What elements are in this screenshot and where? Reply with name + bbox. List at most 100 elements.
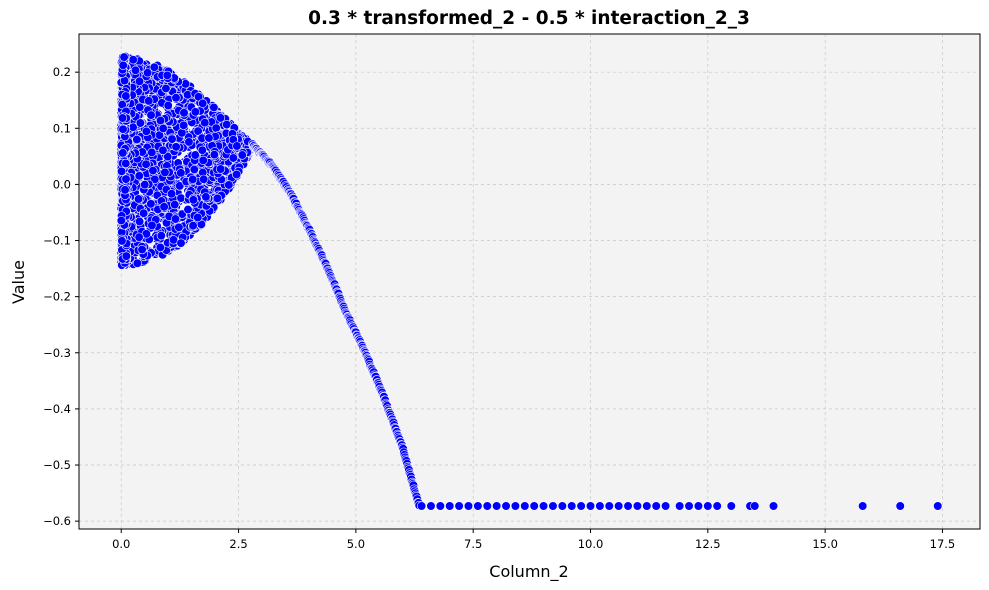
data-point bbox=[166, 189, 177, 199]
data-point bbox=[171, 142, 181, 152]
data-point bbox=[211, 123, 221, 133]
data-point bbox=[199, 174, 209, 184]
data-point bbox=[118, 124, 128, 134]
data-point bbox=[171, 93, 181, 103]
data-point bbox=[147, 220, 157, 230]
data-point bbox=[193, 92, 204, 102]
data-point bbox=[675, 501, 685, 511]
data-point bbox=[224, 180, 234, 190]
data-point bbox=[156, 231, 166, 241]
data-point bbox=[595, 501, 605, 511]
data-point bbox=[183, 204, 193, 215]
data-point bbox=[231, 169, 242, 180]
data-point bbox=[118, 148, 128, 158]
data-point bbox=[642, 501, 652, 511]
data-point bbox=[143, 68, 153, 78]
data-point bbox=[933, 501, 943, 511]
x-tick-label: 17.5 bbox=[930, 537, 956, 551]
data-point bbox=[604, 501, 614, 511]
data-point bbox=[146, 110, 156, 120]
data-point bbox=[445, 501, 455, 511]
chart-title: 0.3 * transformed_2 - 0.5 * interaction_… bbox=[308, 8, 750, 29]
data-point bbox=[463, 501, 474, 511]
data-point bbox=[120, 185, 130, 195]
data-point bbox=[150, 174, 160, 184]
data-point bbox=[684, 501, 694, 511]
data-point bbox=[170, 200, 180, 210]
data-point bbox=[158, 145, 168, 155]
data-point bbox=[567, 501, 577, 511]
y-tick-label: 0.0 bbox=[53, 177, 71, 191]
data-point bbox=[139, 208, 149, 218]
x-tick-label: 2.5 bbox=[229, 537, 247, 551]
data-point bbox=[179, 120, 189, 130]
data-point bbox=[149, 62, 159, 72]
data-point bbox=[189, 164, 199, 175]
data-point bbox=[209, 102, 219, 113]
data-point bbox=[201, 192, 211, 202]
data-point bbox=[141, 126, 151, 136]
data-point bbox=[179, 108, 189, 118]
data-point bbox=[204, 133, 214, 143]
data-point bbox=[160, 167, 170, 177]
data-point bbox=[501, 501, 511, 511]
data-point bbox=[121, 251, 131, 261]
data-point bbox=[482, 501, 492, 511]
data-point bbox=[416, 501, 427, 511]
data-point bbox=[134, 232, 144, 242]
data-point bbox=[614, 501, 624, 511]
data-point bbox=[158, 123, 168, 134]
y-tick-label: −0.6 bbox=[43, 514, 71, 528]
y-axis-ticks: −0.6 −0.5 −0.4 −0.3 −0.2 −0.1 0.0 0.1 0.2 bbox=[43, 65, 79, 528]
data-point bbox=[232, 141, 242, 151]
data-point bbox=[135, 102, 145, 112]
data-point bbox=[144, 96, 154, 106]
data-point bbox=[190, 150, 200, 160]
data-point bbox=[703, 501, 713, 511]
data-point bbox=[147, 147, 157, 157]
data-point bbox=[193, 212, 203, 223]
data-point bbox=[454, 501, 464, 511]
data-point bbox=[176, 238, 186, 248]
data-point bbox=[660, 501, 671, 511]
data-point bbox=[190, 107, 201, 117]
data-point bbox=[177, 128, 187, 138]
data-point bbox=[176, 193, 186, 203]
data-point bbox=[175, 181, 185, 191]
data-point bbox=[651, 501, 661, 511]
data-point bbox=[117, 236, 127, 246]
data-point bbox=[557, 501, 567, 511]
data-point bbox=[163, 100, 173, 111]
data-point bbox=[183, 90, 193, 100]
data-point bbox=[148, 165, 158, 176]
data-point bbox=[117, 113, 128, 123]
data-point bbox=[858, 501, 868, 511]
data-point bbox=[520, 501, 530, 511]
data-point bbox=[134, 216, 145, 227]
data-point bbox=[237, 150, 247, 160]
data-point bbox=[188, 174, 198, 185]
data-point bbox=[712, 501, 722, 511]
data-point bbox=[119, 52, 129, 62]
data-point bbox=[510, 501, 521, 511]
data-point bbox=[121, 91, 131, 101]
data-point bbox=[209, 150, 219, 160]
data-point bbox=[118, 60, 128, 70]
data-point bbox=[632, 501, 643, 511]
data-point bbox=[492, 501, 502, 511]
data-point bbox=[585, 501, 596, 511]
data-point bbox=[116, 215, 126, 226]
plot-frame bbox=[78, 33, 981, 530]
data-point bbox=[768, 501, 779, 511]
y-tick-label: −0.1 bbox=[43, 234, 71, 248]
data-point bbox=[137, 244, 147, 255]
y-tick-label: −0.3 bbox=[43, 346, 71, 360]
data-point bbox=[140, 180, 150, 190]
data-point bbox=[155, 115, 166, 126]
data-point bbox=[693, 501, 704, 511]
data-point bbox=[623, 501, 633, 511]
x-tick-label: 10.0 bbox=[578, 537, 604, 551]
data-point bbox=[216, 164, 226, 174]
data-point bbox=[170, 214, 181, 224]
